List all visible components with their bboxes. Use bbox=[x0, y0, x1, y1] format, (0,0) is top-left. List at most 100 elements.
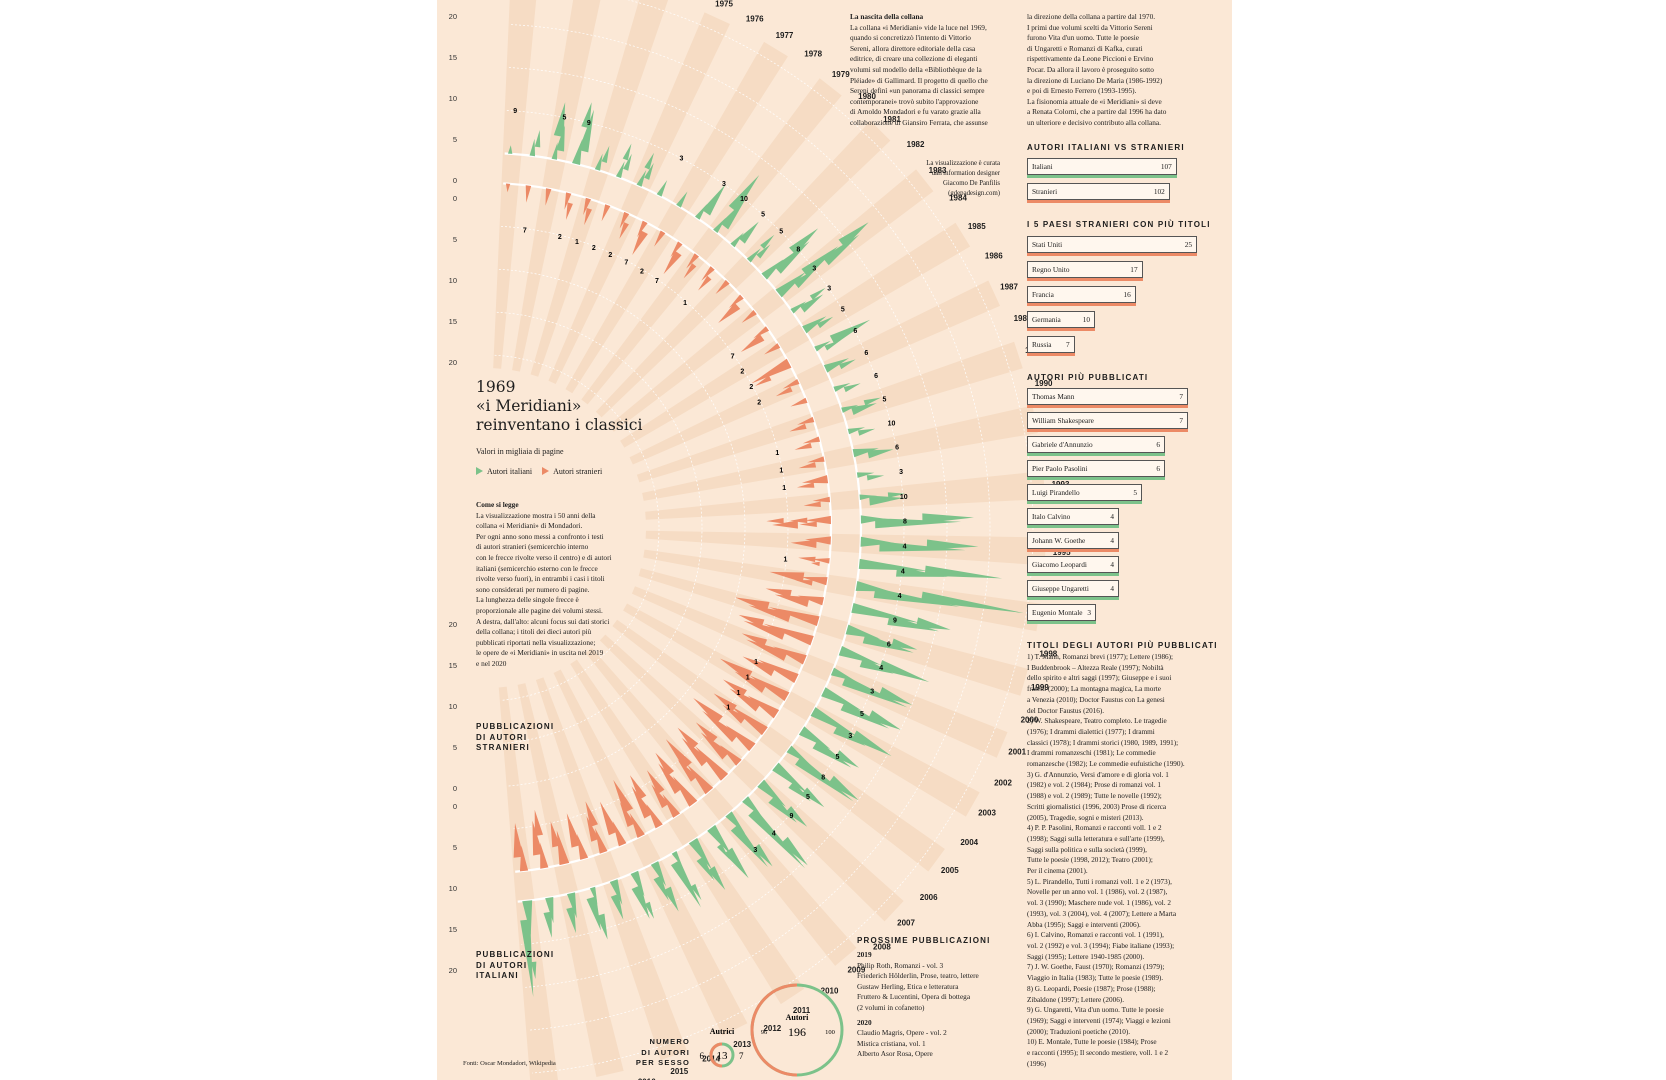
authors-bar-5: Luigi Pirandello 5 bbox=[1027, 484, 1142, 501]
foreign-arrow bbox=[775, 386, 793, 397]
foreign-arrow bbox=[741, 633, 768, 648]
italian-arrow bbox=[823, 358, 849, 373]
intro-col2-line-10: a Renata Colorni, che a partire dal 1996… bbox=[1027, 107, 1167, 117]
italian-arrow bbox=[860, 536, 896, 547]
year-label: 1975 bbox=[715, 0, 733, 8]
authors-bar-label: Giacomo Leopardi bbox=[1032, 560, 1087, 569]
credit-line-4: (gdepadesign.com) bbox=[948, 190, 1000, 197]
year-label: 1998 bbox=[1039, 650, 1057, 659]
foreign-arrow bbox=[683, 263, 697, 279]
intro-col1-line-4: editrice, di creare una collezione di el… bbox=[850, 54, 978, 64]
titles-line-12: 3) G. d'Annunzio, Versi d'amore e di glo… bbox=[1027, 770, 1169, 779]
year-label: 2011 bbox=[793, 1006, 811, 1015]
gender-label-2: DI AUTORI bbox=[641, 1047, 690, 1057]
legend-italian-swatch-icon bbox=[476, 467, 483, 475]
countries-bar-4: Germania 10 bbox=[1027, 311, 1095, 328]
italian-arrow bbox=[810, 707, 858, 737]
countries-bar-value: 17 bbox=[1130, 265, 1138, 274]
radial-chart: 0000555510101010151515152020202019691970… bbox=[449, 0, 1072, 1080]
year-band bbox=[612, 619, 945, 872]
foreign-arrow bbox=[812, 558, 830, 564]
titles-line-18: (1998); Saggi sulla letteratura e sull'a… bbox=[1027, 834, 1165, 843]
authors-bar-value: 7 bbox=[1179, 416, 1183, 425]
italian-scale-ring bbox=[532, 0, 1034, 1074]
authors-bar-label: Gabriele d'Annunzio bbox=[1032, 440, 1093, 449]
italian-arrow bbox=[748, 808, 806, 869]
italian-arrow bbox=[838, 222, 869, 248]
italian-arrow bbox=[707, 824, 732, 856]
foreign-arrow bbox=[663, 250, 682, 275]
intro-heading: La nascita della collana bbox=[850, 12, 924, 21]
year-band bbox=[629, 280, 1001, 465]
foreign-scale-ring bbox=[496, 311, 703, 744]
foreign-count-label: 2 bbox=[640, 269, 644, 276]
intro-col1-line-10: collaborazione di Giansiro Ferrata, che … bbox=[850, 117, 988, 127]
italian-arrow bbox=[690, 883, 702, 901]
titles-line-9: classici (1978); I drammi storici (1980,… bbox=[1027, 738, 1179, 747]
foreign-arrow bbox=[700, 732, 730, 760]
foreign-count-label: 2 bbox=[558, 234, 562, 241]
infographic-poster: 0000555510101010151515152020202019691970… bbox=[437, 0, 1232, 1080]
male-foreign: 96 bbox=[761, 1029, 768, 1036]
foreign-arrow bbox=[743, 620, 786, 640]
italian-arrow bbox=[887, 492, 906, 498]
female-foreign: 6 bbox=[700, 1051, 705, 1061]
foreign-arrow bbox=[584, 207, 592, 226]
foreign-arrow bbox=[805, 536, 831, 545]
titles-line-11: romanzesche (1982); Le commedie eufuisti… bbox=[1027, 760, 1185, 769]
italian-arrow bbox=[663, 886, 679, 912]
countries-bar-label: Russia bbox=[1032, 340, 1052, 349]
foreign-arrow bbox=[599, 801, 619, 836]
countries-bar-5: Russia 7 bbox=[1027, 336, 1075, 353]
foreign-arrow bbox=[720, 658, 753, 680]
foreign-arrow bbox=[715, 279, 730, 294]
italian-arrow bbox=[631, 885, 650, 919]
intro-col2-text: la direzione della collana a partire dal… bbox=[1027, 12, 1212, 129]
legend-italian: Autori italiani bbox=[476, 467, 532, 476]
authors-bar-7: Johann W. Goethe 4 bbox=[1027, 532, 1119, 549]
year-label: 1990 bbox=[1035, 379, 1053, 388]
italian-arrow bbox=[843, 383, 861, 393]
it_vs_st-bar-1: Italiani 107 bbox=[1027, 158, 1177, 175]
female-italian: 7 bbox=[739, 1051, 744, 1061]
scale-tick-italian-bottom: 10 bbox=[449, 884, 457, 893]
foreign-arrow bbox=[774, 594, 810, 607]
year-band bbox=[530, 0, 669, 377]
foreign-arrow bbox=[769, 571, 805, 583]
next-header: PROSSIME PUBBLICAZIONI bbox=[857, 936, 991, 945]
intro-col2-line-3: furono Vita d'un uomo. Tutte le poesie bbox=[1027, 33, 1140, 43]
italian-scale-ring bbox=[511, 24, 991, 1031]
scale-tick-foreign-bottom: 15 bbox=[449, 661, 457, 670]
foreign-arrow bbox=[753, 326, 770, 339]
panel-authors-header: AUTORI PIÙ PUBBLICATI bbox=[1027, 373, 1149, 382]
year-band bbox=[512, 0, 601, 372]
foreign-arrow bbox=[764, 343, 781, 355]
year-band bbox=[517, 683, 624, 1078]
foreign-arrow bbox=[723, 679, 747, 698]
intro-col1-line-9: di Arnoldo Mondadori e fu varato grazie … bbox=[850, 107, 981, 117]
year-label: 2004 bbox=[960, 838, 978, 847]
titles-line-37: 10) E. Montale, Tutte le poesie (1984); … bbox=[1027, 1038, 1157, 1047]
foreign-arrow bbox=[790, 517, 808, 524]
italian-arrow bbox=[553, 102, 566, 137]
authors-bar-value: 4 bbox=[1110, 512, 1114, 521]
authors-bar-label: Luigi Pirandello bbox=[1032, 488, 1080, 497]
year-band bbox=[498, 686, 558, 1080]
authors-bar-label: Pier Paolo Pasolini bbox=[1032, 464, 1088, 473]
how-to-read: Come si legge La visualizzazione mostra … bbox=[476, 500, 646, 670]
titles-line-10: I drammi romanzeschi (1981); Le commedie bbox=[1027, 749, 1156, 758]
foreign-arrow bbox=[655, 752, 675, 776]
foreign-count-label: 2 bbox=[608, 252, 612, 259]
titles-line-2: I Buddenbrook – Altezza Reale (1997); No… bbox=[1027, 663, 1164, 672]
year-band bbox=[595, 120, 891, 418]
intro-col2-line-11: un ulteriore e decisivo contributo alla … bbox=[1027, 117, 1161, 127]
foreign-section-label-1: PUBBLICAZIONI bbox=[476, 722, 555, 731]
foreign-arrow bbox=[693, 698, 723, 724]
authors-bar-label: Italo Calvino bbox=[1032, 512, 1071, 521]
foreign-arrow bbox=[797, 416, 815, 425]
authors-bar-label: Giuseppe Ungaretti bbox=[1032, 584, 1089, 593]
year-label: 1980 bbox=[858, 92, 876, 101]
titles-line-3: dello spirito e altri saggi (1997); Gius… bbox=[1027, 674, 1172, 683]
year-band bbox=[581, 78, 842, 405]
how-to-read-line-7: rivolte verso fuori), in entrambi i casi… bbox=[476, 574, 605, 584]
